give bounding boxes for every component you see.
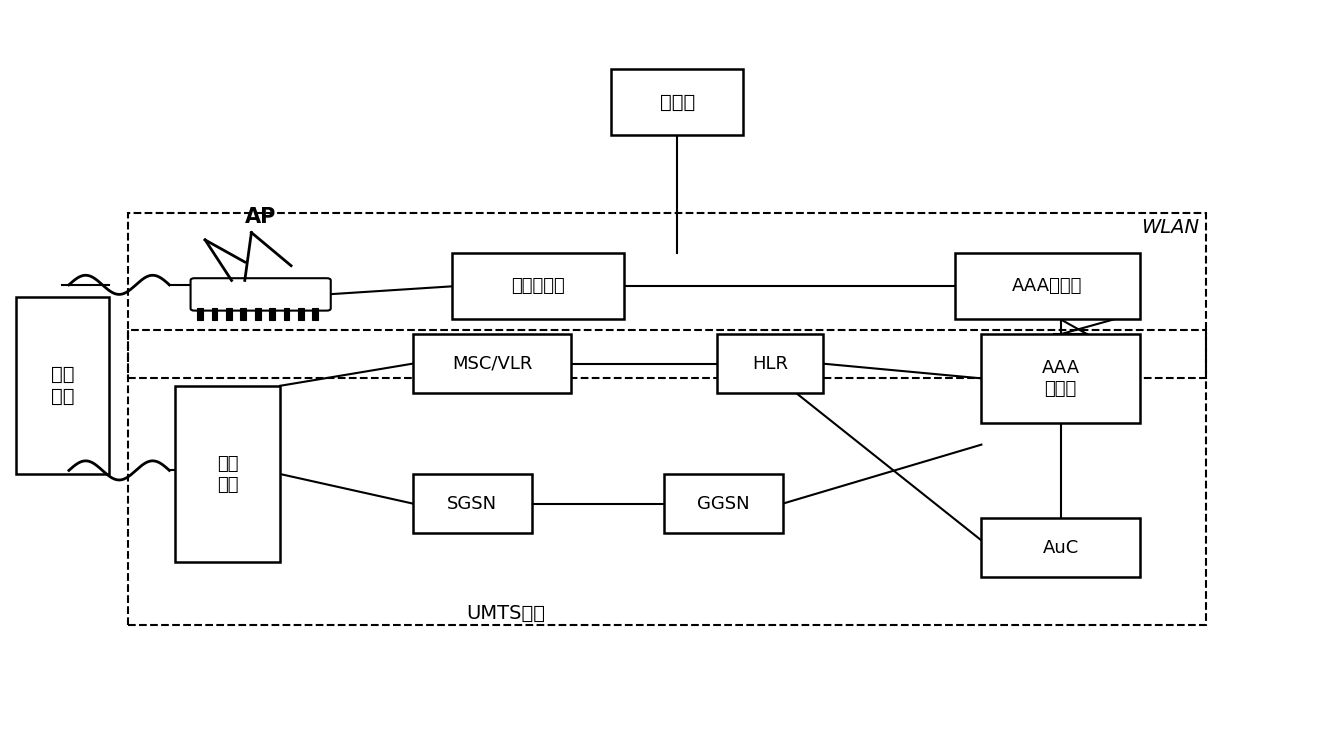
Bar: [413, 334, 571, 393]
Bar: [297, 309, 304, 321]
FancyBboxPatch shape: [190, 278, 331, 311]
Text: GGSN: GGSN: [697, 495, 750, 513]
Text: UMTS网络: UMTS网络: [466, 604, 544, 623]
Bar: [129, 213, 1206, 378]
Text: 接入服务器: 接入服务器: [511, 278, 566, 295]
Bar: [717, 334, 822, 393]
Bar: [226, 309, 231, 321]
Bar: [16, 298, 109, 474]
Bar: [955, 253, 1139, 320]
Bar: [664, 474, 784, 533]
Bar: [211, 309, 218, 321]
Text: 接入
网络: 接入 网络: [216, 455, 238, 493]
Bar: [197, 309, 203, 321]
Bar: [175, 386, 280, 562]
Bar: [413, 474, 531, 533]
Bar: [240, 309, 246, 321]
Text: AuC: AuC: [1042, 539, 1078, 556]
Bar: [453, 253, 624, 320]
Bar: [255, 309, 260, 321]
Bar: [270, 309, 275, 321]
Bar: [129, 330, 1206, 625]
Bar: [284, 309, 290, 321]
Bar: [981, 519, 1139, 577]
Text: 多模
终端: 多模 终端: [50, 365, 74, 406]
Text: AAA服务器: AAA服务器: [1012, 278, 1082, 295]
Text: 互联网: 互联网: [660, 93, 695, 112]
Bar: [611, 69, 744, 135]
Bar: [312, 309, 319, 321]
Text: AP: AP: [244, 208, 276, 227]
Bar: [981, 334, 1139, 422]
Text: HLR: HLR: [752, 355, 788, 372]
Text: WLAN: WLAN: [1142, 218, 1199, 237]
Text: SGSN: SGSN: [448, 495, 497, 513]
Text: AAA
服务器: AAA 服务器: [1041, 359, 1080, 398]
Text: MSC/VLR: MSC/VLR: [452, 355, 533, 372]
